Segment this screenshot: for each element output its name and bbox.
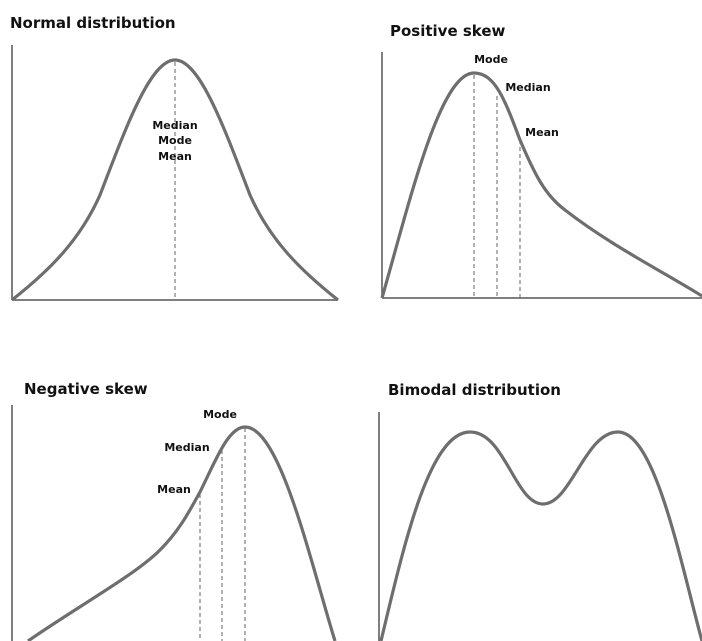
label: Mean bbox=[525, 126, 559, 139]
panel-positive-skew: Positive skew Mode Median Mean bbox=[380, 22, 702, 299]
label: Median bbox=[152, 119, 197, 132]
label: Mode bbox=[203, 408, 237, 421]
panel-title: Normal distribution bbox=[10, 14, 176, 32]
panel-title: Bimodal distribution bbox=[388, 381, 561, 399]
curve bbox=[379, 430, 702, 641]
label: Mean bbox=[157, 483, 191, 496]
panel-bimodal: Bimodal distribution bbox=[378, 381, 702, 641]
panel-normal: Normal distribution Median Mode Mean bbox=[10, 14, 339, 302]
label: Median bbox=[505, 81, 550, 94]
label: Mean bbox=[158, 150, 192, 163]
label: Mode bbox=[474, 53, 508, 66]
curve bbox=[380, 71, 702, 299]
curve bbox=[27, 425, 337, 641]
label: Median bbox=[164, 441, 209, 454]
label: Mode bbox=[158, 134, 192, 147]
curve bbox=[11, 58, 339, 302]
panel-title: Positive skew bbox=[390, 22, 506, 40]
panel-title: Negative skew bbox=[24, 380, 148, 398]
panel-negative-skew: Negative skew Mode Median Mean bbox=[11, 380, 337, 641]
